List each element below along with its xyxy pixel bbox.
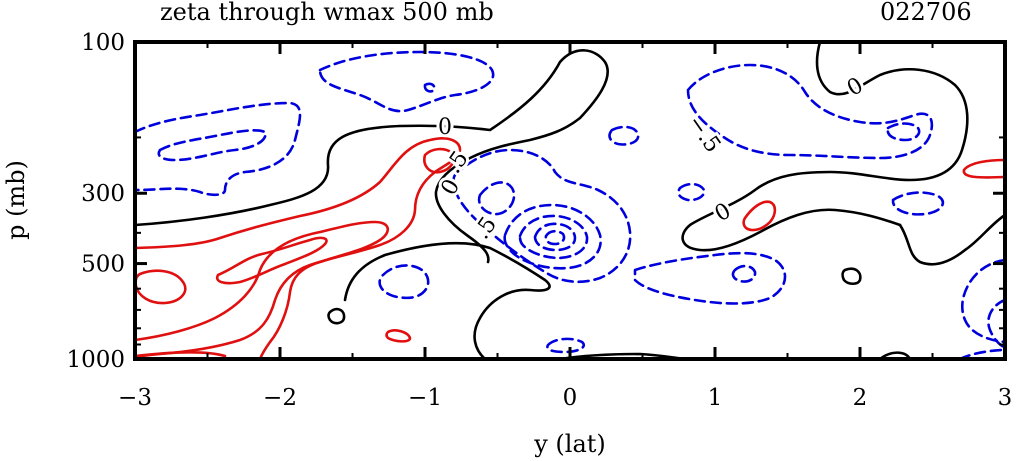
zero-contour-line	[327, 307, 346, 325]
negative-contours	[135, 50, 1005, 359]
x-tick-label: 3	[998, 385, 1013, 411]
zero-contour-line	[841, 267, 862, 286]
negative-contour-line	[546, 337, 585, 354]
x-axis-label: y (lat)	[533, 430, 606, 458]
negative-contour-line	[518, 214, 589, 260]
zero-contour-line	[135, 49, 609, 264]
contour-label: −.5	[682, 111, 725, 158]
x-axis-ticks: −3 −2 −1 0 1 2 3	[118, 42, 1012, 411]
negative-contour-line	[423, 82, 436, 93]
contour-label: 0	[438, 115, 452, 140]
negative-contour-line	[157, 129, 267, 162]
negative-contour-line	[633, 251, 787, 305]
y-tick-label: 500	[81, 252, 125, 278]
negative-contour-line	[960, 258, 1005, 344]
negative-contour-line	[533, 222, 577, 252]
positive-contour-line	[135, 137, 462, 359]
run-id: 022706	[880, 0, 972, 26]
x-tick-label: 1	[708, 385, 723, 411]
zero-contours	[135, 42, 1005, 359]
negative-contour-line	[452, 148, 632, 284]
contour-label: 0	[843, 73, 868, 102]
negative-contour-line	[135, 101, 302, 197]
negative-contour-line	[608, 125, 640, 146]
x-tick-label: −1	[408, 385, 442, 411]
x-tick-label: −2	[263, 385, 297, 411]
y-axis-label: p (mb)	[2, 160, 30, 240]
negative-contour-line	[503, 203, 602, 270]
negative-contour-line	[544, 229, 566, 246]
chart-title: zeta through wmax 500 mb	[160, 0, 494, 26]
y-tick-label: 100	[81, 30, 125, 56]
negative-contour-line	[891, 191, 945, 216]
positive-contour-line	[135, 350, 227, 358]
negative-contour-line	[677, 182, 706, 202]
x-tick-label: −3	[118, 385, 152, 411]
contour-labels: 0 0 0 0 −.5 .5 .5	[434, 70, 871, 247]
x-tick-label: 0	[563, 385, 578, 411]
negative-contour-line	[886, 122, 921, 142]
negative-contour-line	[378, 264, 430, 300]
zero-contour-line	[681, 42, 969, 252]
plot-frame	[133, 40, 1007, 361]
negative-contour-line	[731, 264, 757, 283]
positive-contour-line	[423, 147, 456, 174]
zero-contour-line	[898, 213, 1005, 266]
negative-contour-line	[318, 50, 495, 113]
x-tick-label: 2	[853, 385, 868, 411]
y-tick-label: 1000	[66, 347, 125, 373]
y-tick-label: 300	[81, 181, 125, 207]
positive-contour-line	[215, 236, 328, 285]
positive-contour-line	[135, 220, 389, 359]
positive-contours	[135, 137, 1005, 359]
positive-contour-line	[962, 158, 1005, 179]
zero-contour-line	[343, 241, 551, 359]
negative-contour-line	[477, 181, 516, 216]
y-axis-ticks: 100 300 500 1000	[66, 30, 1005, 373]
positive-contour-line	[742, 200, 777, 232]
positive-contour-line	[135, 269, 187, 305]
positive-contour-line	[385, 329, 412, 343]
negative-contour-line	[686, 63, 934, 160]
